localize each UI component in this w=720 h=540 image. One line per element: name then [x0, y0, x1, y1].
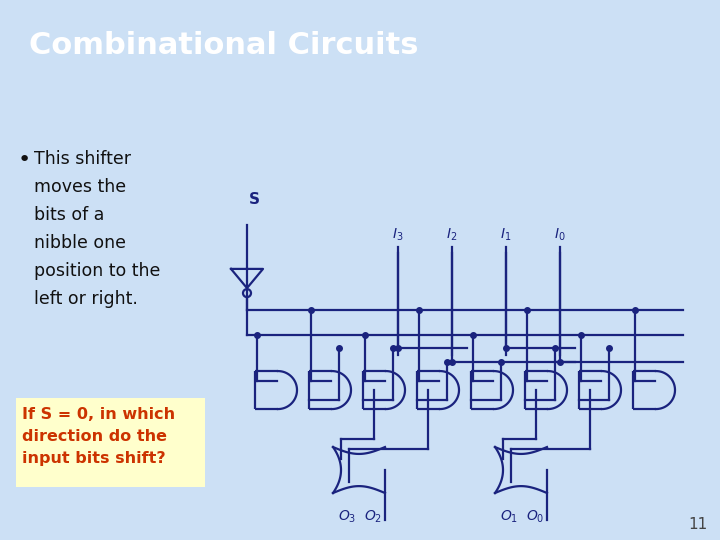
- Text: $O_2$: $O_2$: [364, 509, 382, 525]
- Text: 11: 11: [689, 517, 708, 532]
- Text: $I_2$: $I_2$: [446, 227, 457, 243]
- Text: position to the: position to the: [34, 262, 161, 280]
- FancyBboxPatch shape: [16, 398, 205, 487]
- Text: $O_1$: $O_1$: [500, 509, 518, 525]
- Text: $O_3$: $O_3$: [338, 509, 356, 525]
- Text: moves the: moves the: [34, 178, 126, 196]
- Text: •: •: [18, 150, 31, 170]
- Text: S: S: [249, 192, 260, 207]
- Text: $I_0$: $I_0$: [554, 227, 565, 243]
- Text: $I_3$: $I_3$: [392, 227, 403, 243]
- Text: $I_1$: $I_1$: [500, 227, 511, 243]
- Text: $O_0$: $O_0$: [526, 509, 544, 525]
- Text: left or right.: left or right.: [34, 290, 138, 308]
- Text: Combinational Circuits: Combinational Circuits: [29, 31, 418, 59]
- Text: If S = 0, in which
direction do the
input bits shift?: If S = 0, in which direction do the inpu…: [22, 407, 175, 467]
- Text: bits of a: bits of a: [34, 206, 104, 224]
- Text: This shifter: This shifter: [34, 150, 131, 168]
- Text: nibble one: nibble one: [34, 234, 126, 252]
